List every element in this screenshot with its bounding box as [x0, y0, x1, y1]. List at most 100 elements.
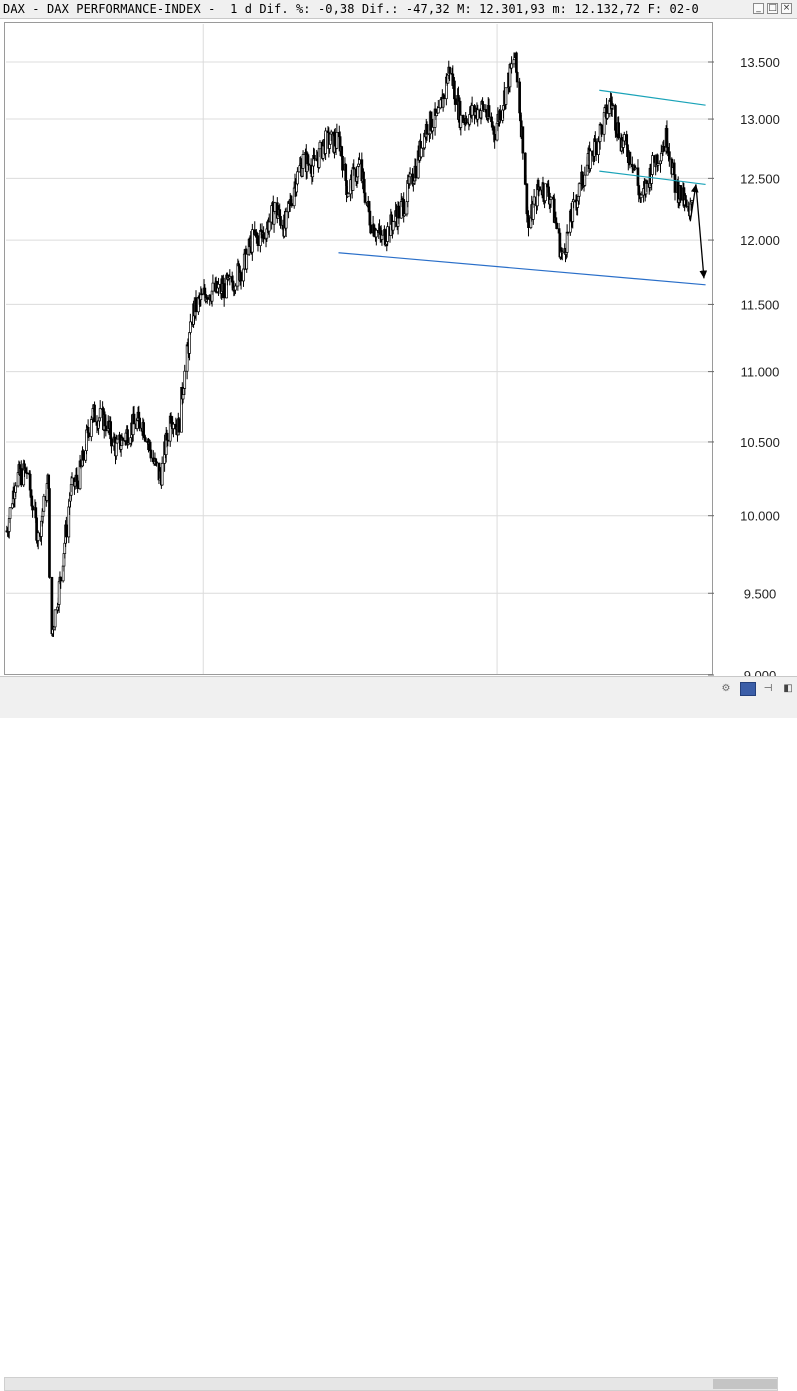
y-axis-ticks: 9.000 9.500 10.000 10.500 11.000 11.500 12.000… [708, 55, 780, 676]
price-candle [679, 185, 682, 201]
price-candle [267, 221, 271, 232]
price-candle [589, 150, 592, 169]
price-candle [521, 126, 525, 154]
y-tick-label: 13.500 [740, 55, 780, 70]
price-candle [386, 226, 389, 242]
save-icon[interactable] [740, 682, 756, 696]
price-candle [296, 171, 299, 185]
price-candle [177, 418, 181, 433]
y-tick-label: 10.500 [740, 435, 780, 450]
price-candle [515, 72, 519, 83]
price-candle [341, 155, 344, 171]
price-axis-panel [713, 22, 795, 675]
price-candle [651, 155, 654, 175]
price-candle [594, 141, 598, 155]
price-candle [110, 438, 113, 447]
price-candle [600, 124, 604, 135]
price-candle [242, 268, 245, 282]
price-candle [284, 211, 288, 229]
price-candle [346, 193, 350, 198]
price-candle [200, 293, 203, 296]
price-candle [188, 332, 191, 354]
price-candle [352, 167, 356, 170]
price-candle [617, 122, 620, 139]
price-candle [31, 505, 34, 511]
price-candle [48, 488, 51, 578]
price-candle [628, 151, 632, 165]
price-candle [149, 449, 153, 459]
y-tick-label: 9.500 [744, 586, 777, 601]
price-candle [656, 163, 660, 166]
price-candle [70, 477, 74, 485]
price-candle [436, 107, 440, 114]
price-candle [420, 147, 423, 158]
price-candle [160, 463, 164, 486]
chart-settings-icon[interactable]: ⚙ [721, 683, 731, 694]
window-title: DAX - DAX PERFORMANCE-INDEX - 1 d Dif. %… [3, 2, 699, 16]
close-button[interactable]: × [781, 3, 792, 14]
price-candle [459, 114, 463, 128]
price-candle [119, 445, 123, 450]
price-candle [222, 283, 226, 299]
forecast-arrow-up [689, 184, 699, 222]
price-candle [611, 104, 615, 107]
price-candle [132, 413, 136, 425]
price-candle [25, 472, 29, 475]
price-candle [577, 183, 581, 197]
price-candle [518, 81, 521, 114]
price-candle [181, 394, 185, 400]
price-candle [515, 52, 518, 73]
price-candle [143, 437, 147, 442]
chart-plot-area[interactable] [4, 22, 713, 675]
price-candle [256, 235, 260, 247]
price-candle [115, 438, 119, 444]
maximize-button[interactable]: □ [767, 3, 778, 14]
trendline-annotations [338, 89, 708, 286]
upper-channel-line [599, 89, 706, 106]
y-tick-label: 10.000 [740, 509, 780, 524]
price-candle [114, 442, 118, 457]
price-candle [65, 524, 68, 538]
y-tick-label: 12.000 [740, 233, 780, 248]
price-candle [8, 507, 12, 519]
price-candle [549, 196, 553, 200]
price-candle [290, 203, 294, 207]
price-candle [369, 224, 373, 234]
price-candle [391, 221, 395, 231]
price-candle [487, 105, 491, 118]
price-candle [205, 297, 209, 300]
forecast-arrow-down [695, 184, 708, 279]
price-candle [41, 510, 45, 517]
price-candle [374, 229, 378, 238]
price-candle [659, 152, 663, 162]
price-candle [668, 151, 671, 160]
minimize-button[interactable]: _ [753, 3, 764, 14]
price-candle [228, 276, 232, 279]
price-candle [183, 370, 187, 389]
price-candle [684, 199, 688, 207]
price-candle [250, 229, 254, 253]
price-candle [572, 199, 575, 203]
y-tick-label: 9.000 [744, 668, 777, 676]
price-candle [324, 130, 327, 154]
price-candle [19, 468, 23, 486]
price-candle [408, 173, 412, 178]
price-candle [217, 284, 220, 289]
price-candle [273, 202, 277, 212]
price-candle [639, 194, 643, 198]
price-candle [121, 437, 125, 441]
price-candle [155, 461, 158, 464]
price-candle [538, 186, 542, 191]
toggle-icon[interactable]: ◧ [783, 683, 793, 694]
pin-icon[interactable]: ⊣ [763, 683, 773, 694]
price-candle [363, 192, 367, 203]
price-candle [104, 425, 108, 432]
window-titlebar: DAX - DAX PERFORMANCE-INDEX - 1 d Dif. %… [0, 0, 797, 19]
horizontal-scrollbar[interactable] [4, 1377, 778, 1391]
price-candle [301, 154, 305, 169]
price-candle [614, 105, 617, 131]
price-series [5, 51, 694, 637]
scrollbar-thumb[interactable] [713, 1379, 777, 1389]
price-candle [493, 133, 497, 141]
price-candle [532, 196, 536, 205]
